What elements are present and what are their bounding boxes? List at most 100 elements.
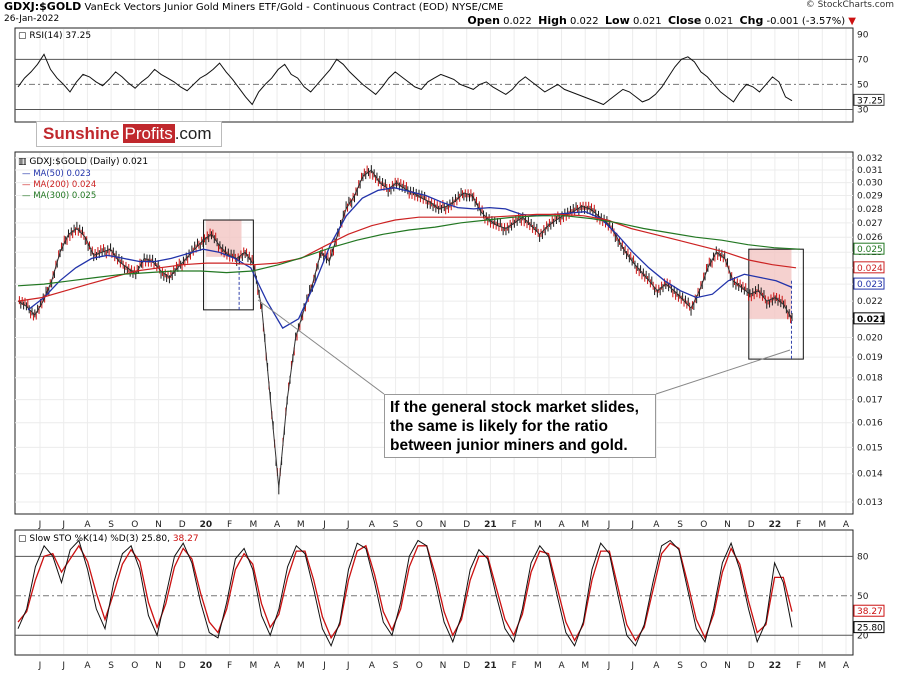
price-value-marker xyxy=(853,261,885,274)
sto-x-tick-label: J xyxy=(346,661,350,671)
price-x-tick-label: S xyxy=(677,520,683,530)
chart-title: GDXJ:$GOLD VanEck Vectors Junior Gold Mi… xyxy=(4,0,503,13)
rsi-y-tick-label: 50 xyxy=(857,80,869,90)
price-x-tick-label: O xyxy=(131,520,138,530)
sto-x-tick-label: N xyxy=(155,661,162,671)
ma50-line xyxy=(27,187,793,329)
price-x-tick-label: 21 xyxy=(484,520,497,530)
price-x-tick-label: F xyxy=(512,520,517,530)
price-y-tick-label: 0.028 xyxy=(857,205,883,215)
sto-x-tick-label: N xyxy=(724,661,731,671)
sto-x-tick-label: A xyxy=(843,661,850,671)
price-y-tick-label: 0.020 xyxy=(857,333,883,343)
price-y-tick-label: 0.029 xyxy=(857,192,883,202)
price-y-tick-label: 0.018 xyxy=(857,374,883,384)
price-y-tick-label: 0.032 xyxy=(857,154,883,164)
price-x-tick-label: O xyxy=(416,520,423,530)
price-line xyxy=(17,169,793,488)
sto-x-tick-label: D xyxy=(179,661,186,671)
sunshine-profits-logo: Sunshine Profits .com xyxy=(36,121,222,147)
price-value-label: 0.025 xyxy=(857,245,883,255)
price-x-tick-label: O xyxy=(700,520,707,530)
sto-x-tick-label: M xyxy=(534,661,542,671)
ma300-legend: — MA(300) 0.025 xyxy=(22,191,96,201)
sto-x-tick-label: S xyxy=(108,661,114,671)
annotation-connector-left xyxy=(257,299,385,395)
price-x-tick-label: M xyxy=(581,520,589,530)
price-y-tick-label: 0.030 xyxy=(857,179,883,189)
sto-value-label: 25.80 xyxy=(857,624,883,634)
sto-x-tick-label: S xyxy=(393,661,399,671)
price-y-tick-label: 0.016 xyxy=(857,419,883,429)
sto-x-tick-label: N xyxy=(440,661,447,671)
price-y-tick-label: 0.015 xyxy=(857,443,883,453)
price-value-marker xyxy=(853,277,885,290)
sto-x-tick-label: F xyxy=(227,661,232,671)
price-y-tick-label: 0.022 xyxy=(857,297,883,307)
sto-x-tick-label: F xyxy=(796,661,801,671)
price-x-tick-label: N xyxy=(440,520,447,530)
chg-value: -0.001 (-3.57%) xyxy=(766,16,846,27)
sto-legend: ▢ Slow STO %K(14) %D(3) 25.80, 38.27 xyxy=(18,534,199,544)
date-label: 26-Jan-2022 xyxy=(4,14,60,24)
price-y-tick-label: 0.026 xyxy=(857,233,883,243)
sto-x-tick-label: S xyxy=(677,661,683,671)
annotation-box: If the general stock market slides, the … xyxy=(384,394,656,458)
price-x-tick-label: M xyxy=(249,520,257,530)
sto-value-marker xyxy=(853,621,885,634)
price-value-marker xyxy=(853,312,885,325)
down-arrow-icon: ▼ xyxy=(848,16,856,27)
price-legend: ▥ GDXJ:$GOLD (Daily) 0.021 xyxy=(18,157,148,167)
price-y-tick-label: 0.013 xyxy=(857,498,883,508)
sto-value-label: 38.27 xyxy=(857,607,883,617)
sto-x-tick-label: J xyxy=(607,661,611,671)
sto-x-tick-label: 22 xyxy=(769,661,782,671)
price-x-tick-label: S xyxy=(393,520,399,530)
ma50-legend: — MA(50) 0.023 xyxy=(22,169,91,179)
high-value: 0.022 xyxy=(570,16,599,27)
sto-y-tick-label: 50 xyxy=(857,592,869,602)
price-x-tick-label: M xyxy=(534,520,542,530)
ma300-line xyxy=(17,215,801,287)
sto-value-marker xyxy=(853,604,885,617)
sto-y-tick-label: 20 xyxy=(857,631,869,641)
panel-rsi xyxy=(14,27,854,123)
ohlc-readout: Open 0.022 High 0.022 Low 0.021 Close 0.… xyxy=(467,14,856,27)
sto-x-tick-label: O xyxy=(700,661,707,671)
price-value-label: 0.023 xyxy=(857,280,883,290)
price-y-tick-label: 0.014 xyxy=(857,470,883,480)
rsi-y-tick-label: 70 xyxy=(857,55,869,65)
price-x-tick-label: S xyxy=(108,520,114,530)
ma200-legend: — MA(200) 0.024 xyxy=(22,180,96,190)
price-y-tick-label: 0.027 xyxy=(857,219,883,229)
annotation-connector-right xyxy=(655,349,791,395)
price-value-label: 0.024 xyxy=(857,264,883,274)
price-x-tick-label: A xyxy=(84,520,91,530)
rsi-y-tick-label: 30 xyxy=(857,105,869,115)
sto-x-tick-label: A xyxy=(558,661,565,671)
price-x-tick-label: D xyxy=(179,520,186,530)
sto-x-tick-label: A xyxy=(653,661,660,671)
price-x-tick-label: M xyxy=(818,520,826,530)
sto-x-tick-label: D xyxy=(748,661,755,671)
price-x-tick-label: 22 xyxy=(769,520,782,530)
price-x-tick-label: A xyxy=(274,520,281,530)
sto-x-tick-label: D xyxy=(463,661,470,671)
sto-d-line xyxy=(17,542,793,642)
sto-k-line xyxy=(17,539,793,648)
price-x-tick-label: J xyxy=(630,520,634,530)
rsi-value-label: 37.25 xyxy=(857,96,883,106)
price-x-tick-label: A xyxy=(558,520,565,530)
sto-x-tick-label: O xyxy=(131,661,138,671)
rsi-line xyxy=(17,53,793,106)
sto-x-tick-label: A xyxy=(84,661,91,671)
price-x-tick-label: D xyxy=(463,520,470,530)
price-y-tick-label: 0.031 xyxy=(857,166,883,176)
sto-x-tick-label: A xyxy=(369,661,376,671)
sto-x-tick-label: M xyxy=(249,661,257,671)
sto-x-tick-label: 20 xyxy=(200,661,213,671)
open-value: 0.022 xyxy=(503,16,532,27)
sto-x-tick-label: J xyxy=(630,661,634,671)
price-x-tick-label: J xyxy=(322,520,326,530)
